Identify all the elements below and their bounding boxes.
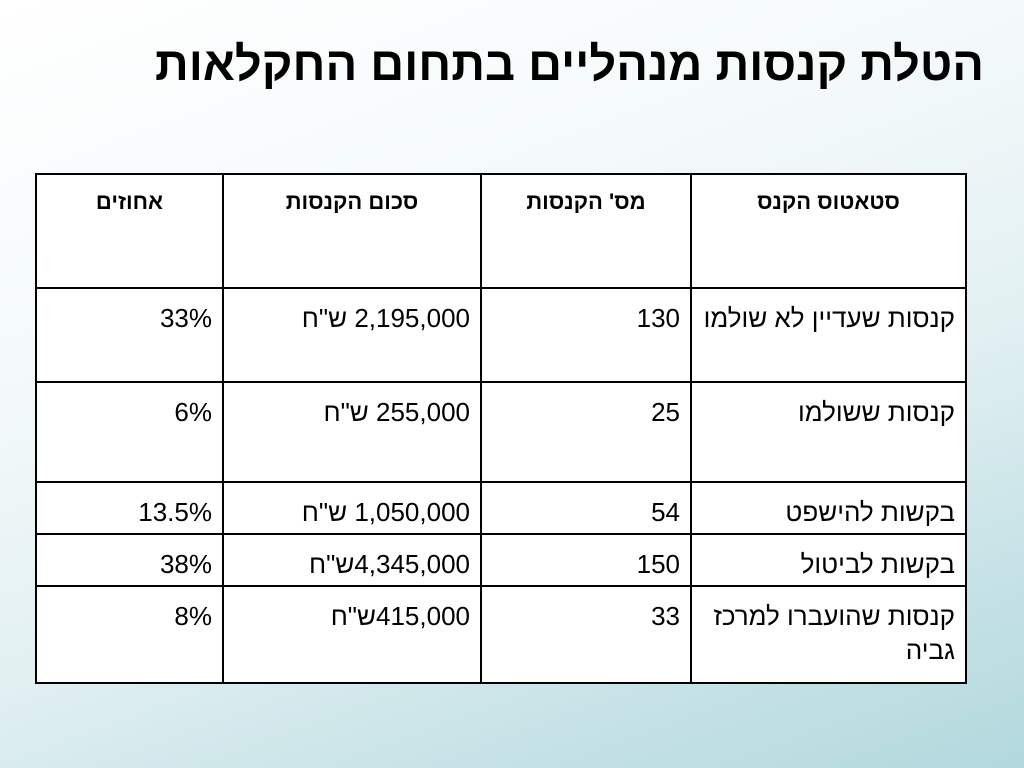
cell-count: 54 <box>480 481 692 535</box>
cell-count: 25 <box>480 381 692 483</box>
cell-count: 150 <box>480 533 692 587</box>
slide-title: הטלת קנסות מנהליים בתחום החקלאות <box>154 37 984 90</box>
cell-percent: 38% <box>35 533 224 587</box>
table-row: קנסות שהועברו למרכז גביה 33 415,000ש"ח 8… <box>35 585 967 684</box>
cell-sum: 415,000ש"ח <box>222 585 482 684</box>
cell-percent: 33% <box>35 287 224 383</box>
cell-status: בקשות להישפט <box>690 481 967 535</box>
table-row: בקשות להישפט 54 1,050,000 ש"ח 13.5% <box>35 481 967 535</box>
cell-percent: 6% <box>35 381 224 483</box>
cell-sum: 1,050,000 ש"ח <box>222 481 482 535</box>
table-row: קנסות שעדיין לא שולמו 130 2,195,000 ש"ח … <box>35 287 967 383</box>
table-row: בקשות לביטול 150 4,345,000ש"ח 38% <box>35 533 967 587</box>
cell-status: קנסות ששולמו <box>690 381 967 483</box>
table-row: קנסות ששולמו 25 255,000 ש"ח 6% <box>35 381 967 483</box>
header-sum: סכום הקנסות <box>222 173 482 289</box>
cell-status: קנסות שהועברו למרכז גביה <box>690 585 967 684</box>
cell-sum: 255,000 ש"ח <box>222 381 482 483</box>
header-status: סטאטוס הקנס <box>690 173 967 289</box>
cell-count: 33 <box>480 585 692 684</box>
cell-sum: 4,345,000ש"ח <box>222 533 482 587</box>
cell-status: קנסות שעדיין לא שולמו <box>690 287 967 383</box>
cell-count: 130 <box>480 287 692 383</box>
header-count: מס' הקנסות <box>480 173 692 289</box>
header-percent: אחוזים <box>35 173 224 289</box>
cell-sum: 2,195,000 ש"ח <box>222 287 482 383</box>
cell-percent: 8% <box>35 585 224 684</box>
fines-table: סטאטוס הקנס מס' הקנסות סכום הקנסות אחוזי… <box>35 173 967 684</box>
table-header-row: סטאטוס הקנס מס' הקנסות סכום הקנסות אחוזי… <box>35 173 967 289</box>
cell-status: בקשות לביטול <box>690 533 967 587</box>
cell-percent: 13.5% <box>35 481 224 535</box>
